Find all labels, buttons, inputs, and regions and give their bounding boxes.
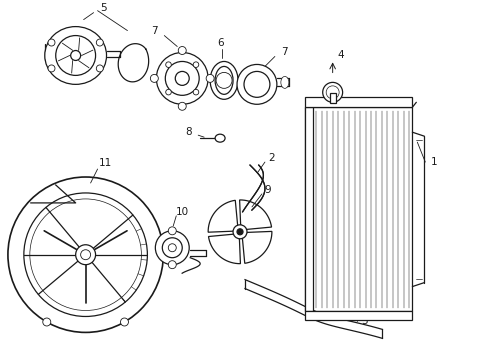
Circle shape — [168, 244, 176, 252]
Text: 1: 1 — [431, 157, 438, 167]
Circle shape — [97, 39, 103, 46]
Text: 6: 6 — [217, 37, 223, 48]
Text: 7: 7 — [151, 26, 158, 36]
Circle shape — [244, 71, 270, 97]
Text: 8: 8 — [185, 127, 192, 137]
Bar — [305, 97, 413, 107]
Circle shape — [233, 225, 247, 239]
Circle shape — [193, 89, 199, 95]
Circle shape — [237, 64, 277, 104]
Circle shape — [193, 62, 199, 67]
Circle shape — [155, 231, 189, 265]
Text: 3: 3 — [361, 316, 368, 327]
Circle shape — [168, 227, 176, 235]
Bar — [305, 107, 413, 311]
Circle shape — [216, 72, 232, 88]
Ellipse shape — [210, 62, 238, 99]
Circle shape — [71, 50, 81, 60]
Circle shape — [81, 250, 91, 260]
Circle shape — [8, 177, 163, 332]
Circle shape — [43, 318, 51, 326]
Ellipse shape — [215, 134, 225, 142]
Circle shape — [178, 102, 186, 110]
Circle shape — [166, 89, 171, 95]
Text: 9: 9 — [265, 185, 271, 195]
Circle shape — [150, 75, 158, 82]
Bar — [305, 311, 413, 320]
Bar — [305, 107, 313, 311]
Text: 10: 10 — [176, 207, 189, 217]
Text: 2: 2 — [269, 153, 275, 163]
Text: 7: 7 — [282, 48, 288, 58]
Circle shape — [56, 36, 96, 75]
Circle shape — [156, 53, 208, 104]
Ellipse shape — [45, 27, 106, 84]
Circle shape — [323, 82, 343, 102]
Circle shape — [237, 229, 243, 235]
Circle shape — [178, 46, 186, 54]
Circle shape — [48, 65, 55, 72]
Bar — [330, 93, 336, 103]
Circle shape — [168, 261, 176, 269]
Text: 4: 4 — [337, 50, 344, 60]
Bar — [305, 107, 413, 311]
Circle shape — [121, 318, 128, 326]
Circle shape — [97, 65, 103, 72]
Text: 5: 5 — [100, 3, 107, 13]
Circle shape — [165, 62, 199, 95]
Circle shape — [175, 71, 189, 85]
Circle shape — [162, 238, 182, 258]
Circle shape — [75, 245, 96, 265]
Ellipse shape — [215, 67, 233, 94]
Circle shape — [166, 62, 171, 67]
Circle shape — [206, 75, 214, 82]
Ellipse shape — [281, 76, 289, 88]
Circle shape — [48, 39, 55, 46]
Text: 11: 11 — [99, 158, 112, 168]
